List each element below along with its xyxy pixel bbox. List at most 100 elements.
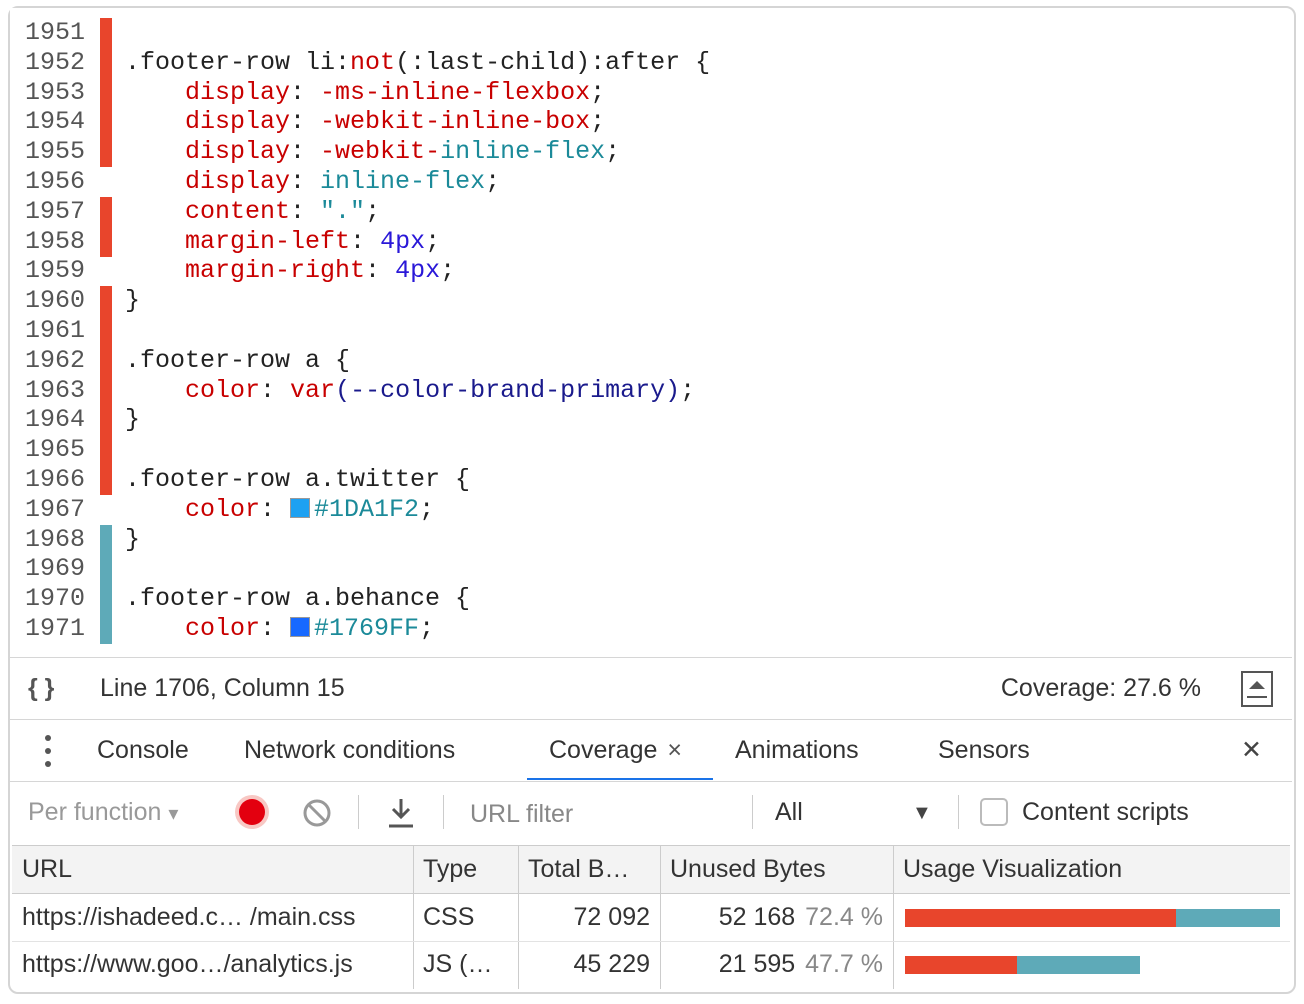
code-line: display: -webkit-inline-flex; xyxy=(125,137,620,167)
tab-label: Network conditions xyxy=(244,736,456,764)
tab-close[interactable]: × xyxy=(667,736,683,764)
code-token: not xyxy=(350,47,396,77)
code-line: margin-right: 4px; xyxy=(125,256,455,286)
code-token: : xyxy=(290,77,321,107)
close-drawer[interactable]: ✕ xyxy=(1241,736,1262,764)
mode-select[interactable]: Per function ▾ xyxy=(28,797,178,829)
line-number: 1971 xyxy=(25,614,86,643)
tab-label: Console xyxy=(97,736,189,764)
panel-frame xyxy=(8,6,1296,994)
color-swatch[interactable] xyxy=(290,617,311,637)
column-header[interactable]: Unused Bytes xyxy=(670,855,826,883)
total-bytes-cell: 45 229 xyxy=(573,950,650,978)
coverage-marker xyxy=(100,316,112,347)
unused-bytes: 52 168 xyxy=(718,903,796,931)
color-swatch[interactable] xyxy=(290,497,311,518)
drawer-tab[interactable]: Sensors xyxy=(938,735,1030,765)
export-arrow xyxy=(391,799,411,820)
code-token: } xyxy=(125,524,141,554)
code-token: display xyxy=(125,77,291,107)
code-token: #1769FF xyxy=(314,614,420,643)
code-token: display xyxy=(125,167,291,196)
toggle-drawer-icon[interactable] xyxy=(1241,671,1273,707)
row-divider xyxy=(12,941,1290,942)
code-token: (:last-child):after { xyxy=(395,47,711,77)
line-number: 1970 xyxy=(25,584,86,614)
code-token: : xyxy=(290,196,321,226)
content-scripts-checkbox[interactable] xyxy=(980,798,1008,826)
code-token: 4px xyxy=(380,226,426,256)
coverage-marker xyxy=(100,614,112,645)
line-number: 1959 xyxy=(25,256,86,286)
coverage-marker xyxy=(100,18,112,49)
drawer-tab[interactable]: Console xyxy=(97,735,189,765)
code-token: : xyxy=(290,137,321,167)
coverage-marker xyxy=(100,47,112,79)
code-token: display xyxy=(125,107,291,137)
code-line: display: -webkit-inline-box; xyxy=(125,107,605,137)
code-line: } xyxy=(125,286,140,316)
code-token: var xyxy=(290,375,336,405)
code-token: #1DA1F2 xyxy=(314,494,420,524)
url-filter-input[interactable]: URL filter xyxy=(470,800,574,828)
url-cell: https://www.goo…/analytics.js xyxy=(22,950,353,978)
code-token: -webkit-inline-box xyxy=(320,107,591,137)
clear-ring xyxy=(303,799,331,827)
line-number: 1960 xyxy=(25,286,86,316)
table-header-bg xyxy=(12,846,1290,894)
record-button[interactable] xyxy=(232,792,272,832)
code-token: ; xyxy=(485,167,501,196)
column-header[interactable]: Type xyxy=(423,855,478,883)
coverage-marker xyxy=(100,554,112,585)
code-token: } xyxy=(125,405,141,435)
drawer-tab[interactable]: Network conditions xyxy=(244,735,455,765)
code-token: ; xyxy=(440,256,456,286)
more-menu[interactable] xyxy=(40,733,56,769)
unused-bytes: 21 595 xyxy=(718,950,796,978)
type-filter[interactable]: All xyxy=(775,798,803,826)
pretty-print-button[interactable]: { } xyxy=(28,674,55,702)
line-number: 1954 xyxy=(25,107,86,137)
line-number: 1957 xyxy=(25,196,86,226)
coverage-marker xyxy=(100,405,112,436)
column-header[interactable]: Total B… xyxy=(528,855,630,883)
separator xyxy=(358,795,359,829)
dot xyxy=(45,735,51,741)
code-token: margin-right xyxy=(125,256,366,286)
code-token: color xyxy=(125,494,261,524)
coverage-marker xyxy=(100,137,112,168)
content-scripts-label: Content scripts xyxy=(1022,798,1189,826)
cursor-position: Line 1706, Column 15 xyxy=(100,674,345,702)
code-token: ; xyxy=(425,226,441,256)
code-token: (--color-brand-primary) xyxy=(335,375,681,405)
column-header[interactable]: URL xyxy=(22,855,73,883)
column-divider xyxy=(413,846,414,989)
code-line: } xyxy=(125,405,140,435)
column-divider xyxy=(893,846,894,989)
code-token: 4px xyxy=(395,256,441,286)
dot xyxy=(45,761,51,767)
clear-button[interactable] xyxy=(301,797,333,829)
drawer-tab[interactable]: Animations xyxy=(735,735,859,765)
code-token: .footer-row a { xyxy=(125,345,351,375)
line-number: 1962 xyxy=(25,345,86,375)
export-button[interactable] xyxy=(386,796,416,830)
code-token: : xyxy=(260,375,291,405)
dot xyxy=(45,748,51,754)
column-header[interactable]: Usage Visualization xyxy=(903,855,1123,883)
type-filter-arrow[interactable]: ▼ xyxy=(912,802,932,824)
code-token: content xyxy=(125,196,291,226)
code-token: ; xyxy=(419,614,435,643)
line-number: 1953 xyxy=(25,77,86,107)
separator xyxy=(752,795,753,829)
line-number: 1968 xyxy=(25,524,86,554)
mode-arrow: ▾ xyxy=(168,803,179,825)
code-token: inline-flex xyxy=(440,137,606,167)
coverage-marker xyxy=(100,465,112,496)
code-token: color xyxy=(125,614,261,643)
coverage-table: URL Type Total B… Unused Bytes Usage Visuali… xyxy=(12,845,1290,989)
code-line: color: #1769FF; xyxy=(125,614,434,644)
coverage-marker xyxy=(100,435,112,466)
code-line: margin-left: 4px; xyxy=(125,227,440,257)
drawer-tab[interactable]: Coverage × xyxy=(549,735,682,765)
